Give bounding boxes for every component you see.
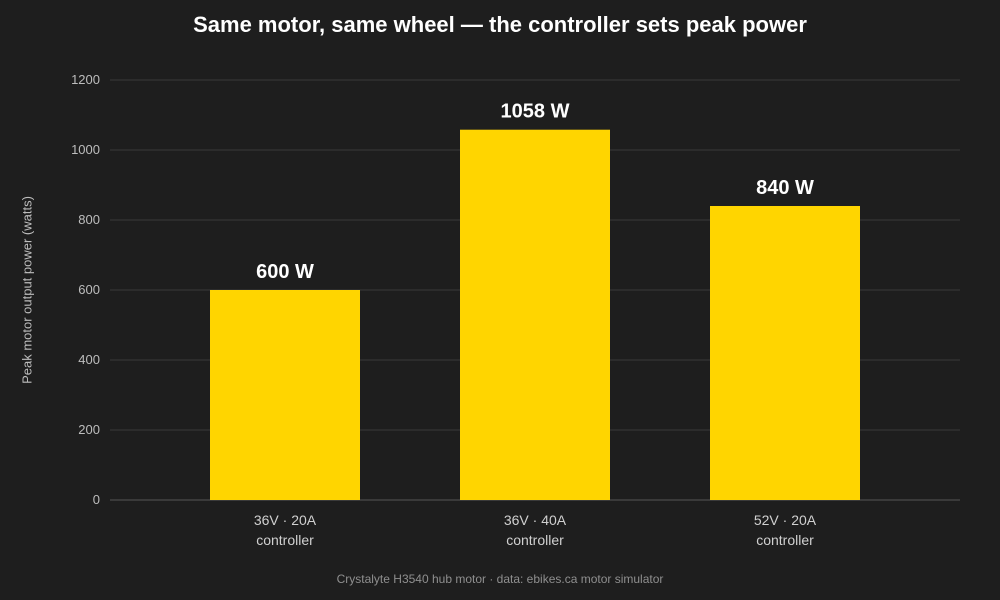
category-label-1-line-1: 36V · 20A bbox=[254, 512, 317, 528]
category-label-2-line-2: controller bbox=[506, 532, 564, 548]
category-label-2-line-1: 36V · 40A bbox=[504, 512, 567, 528]
y-tick-label-200: 200 bbox=[78, 422, 100, 437]
y-tick-label-400: 400 bbox=[78, 352, 100, 367]
bars bbox=[210, 129, 860, 500]
y-tick-label-1200: 1200 bbox=[71, 72, 100, 87]
category-label-1-line-2: controller bbox=[256, 532, 314, 548]
source-footnote: Crystalyte H3540 hub motor · data: ebike… bbox=[336, 572, 664, 586]
bar-value-labels: 600 W 1058 W 840 W bbox=[256, 101, 814, 283]
bar-value-label-2: 1058 W bbox=[501, 101, 570, 123]
y-tick-label-600: 600 bbox=[78, 282, 100, 297]
y-tick-label-800: 800 bbox=[78, 212, 100, 227]
bar-2 bbox=[460, 129, 610, 500]
bar-1 bbox=[210, 290, 360, 500]
bar-value-label-3: 840 W bbox=[756, 177, 814, 199]
bar-value-label-1: 600 W bbox=[256, 261, 314, 283]
category-label-3-line-2: controller bbox=[756, 532, 814, 548]
category-label-3-line-1: 52V · 20A bbox=[754, 512, 817, 528]
category-labels: 36V · 20A controller 36V · 40A controller 52… bbox=[254, 512, 817, 548]
y-tick-labels: 0 200 400 600 800 1000 1200 bbox=[71, 72, 100, 507]
bar-3 bbox=[710, 206, 860, 500]
y-tick-label-1000: 1000 bbox=[71, 142, 100, 157]
chart-title: Same motor, same wheel — the controller … bbox=[193, 12, 807, 37]
y-tick-label-0: 0 bbox=[93, 492, 100, 507]
